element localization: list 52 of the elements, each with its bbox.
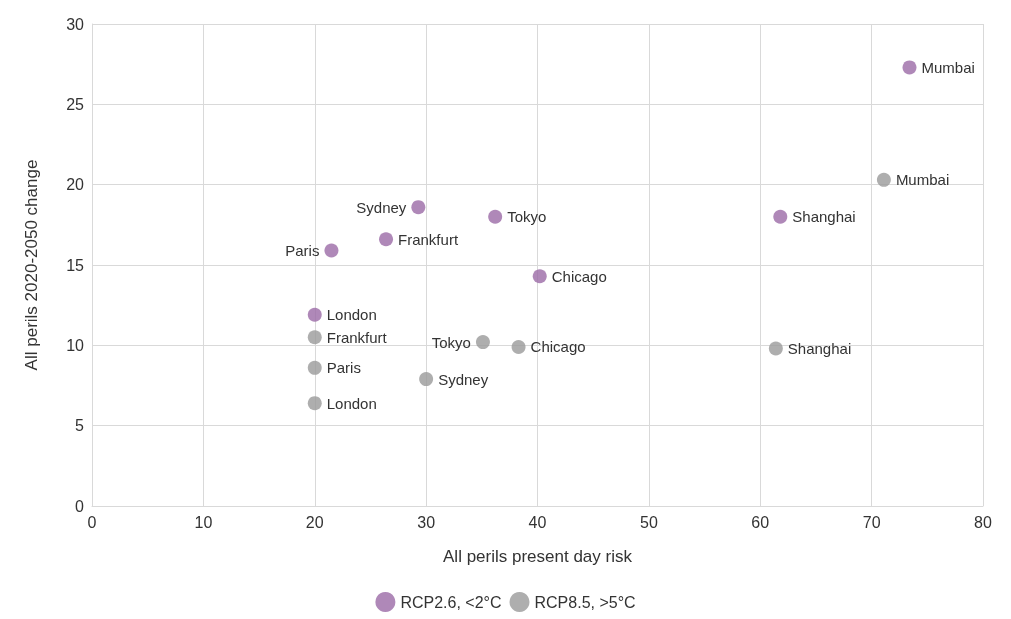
y-tick-label: 20: [66, 176, 85, 194]
point: [419, 372, 434, 387]
point: [768, 341, 783, 356]
point: [876, 172, 891, 187]
annotation: London: [326, 306, 377, 324]
y-tick-label: 10: [66, 336, 85, 354]
point: [532, 269, 547, 284]
point: [324, 243, 339, 258]
point: [307, 396, 322, 411]
x-tick-label: 10: [194, 513, 213, 531]
x-tick-label: 30: [417, 513, 436, 531]
annotation: Frankfurt: [326, 328, 388, 346]
annotation: Tokyo: [507, 208, 547, 226]
legend-label: RCP8.5, >5°C: [534, 593, 636, 611]
x-tick-label: 50: [639, 513, 658, 531]
point: [307, 360, 322, 375]
point: [902, 60, 917, 75]
point: [307, 330, 322, 345]
point: [411, 200, 426, 215]
annotation: Mumbai: [895, 171, 950, 189]
x-tick-label: 70: [862, 513, 881, 531]
annotation: Chicago: [530, 338, 586, 356]
x-axis-title: All perils present day risk: [443, 547, 633, 566]
annotation: Paris: [285, 242, 320, 260]
y-tick-label: 25: [66, 95, 85, 113]
annotation: Paris: [326, 359, 361, 377]
annotation: Tokyo: [431, 333, 471, 351]
annotation: Chicago: [551, 267, 607, 285]
annotation: Mumbai: [921, 58, 975, 76]
annotation: London: [326, 394, 377, 412]
point: [475, 335, 490, 350]
x-tick-label: 80: [974, 513, 992, 531]
y-tick-label: 15: [66, 256, 85, 274]
legend-label: RCP2.6, <2°C: [400, 593, 502, 611]
y-tick-label: 0: [75, 497, 85, 515]
point: [773, 209, 788, 224]
point: [488, 209, 503, 224]
x-tick-label: 60: [751, 513, 770, 531]
y-axis-title: All perils 2020-2050 change: [22, 159, 41, 371]
point: [307, 307, 322, 322]
x-tick-label: 20: [305, 513, 324, 531]
annotation: Shanghai: [792, 208, 856, 226]
y-tick-label: 30: [66, 15, 85, 33]
point: [511, 339, 526, 354]
annotation: Shanghai: [787, 340, 852, 358]
y-tick-label: 5: [75, 417, 85, 435]
point: [379, 232, 394, 247]
x-tick-label: 0: [87, 513, 97, 531]
annotation: Sydney: [356, 198, 407, 216]
annotation: Frankfurt: [398, 230, 459, 248]
x-tick-label: 40: [528, 513, 547, 531]
annotation: Sydney: [438, 370, 489, 388]
